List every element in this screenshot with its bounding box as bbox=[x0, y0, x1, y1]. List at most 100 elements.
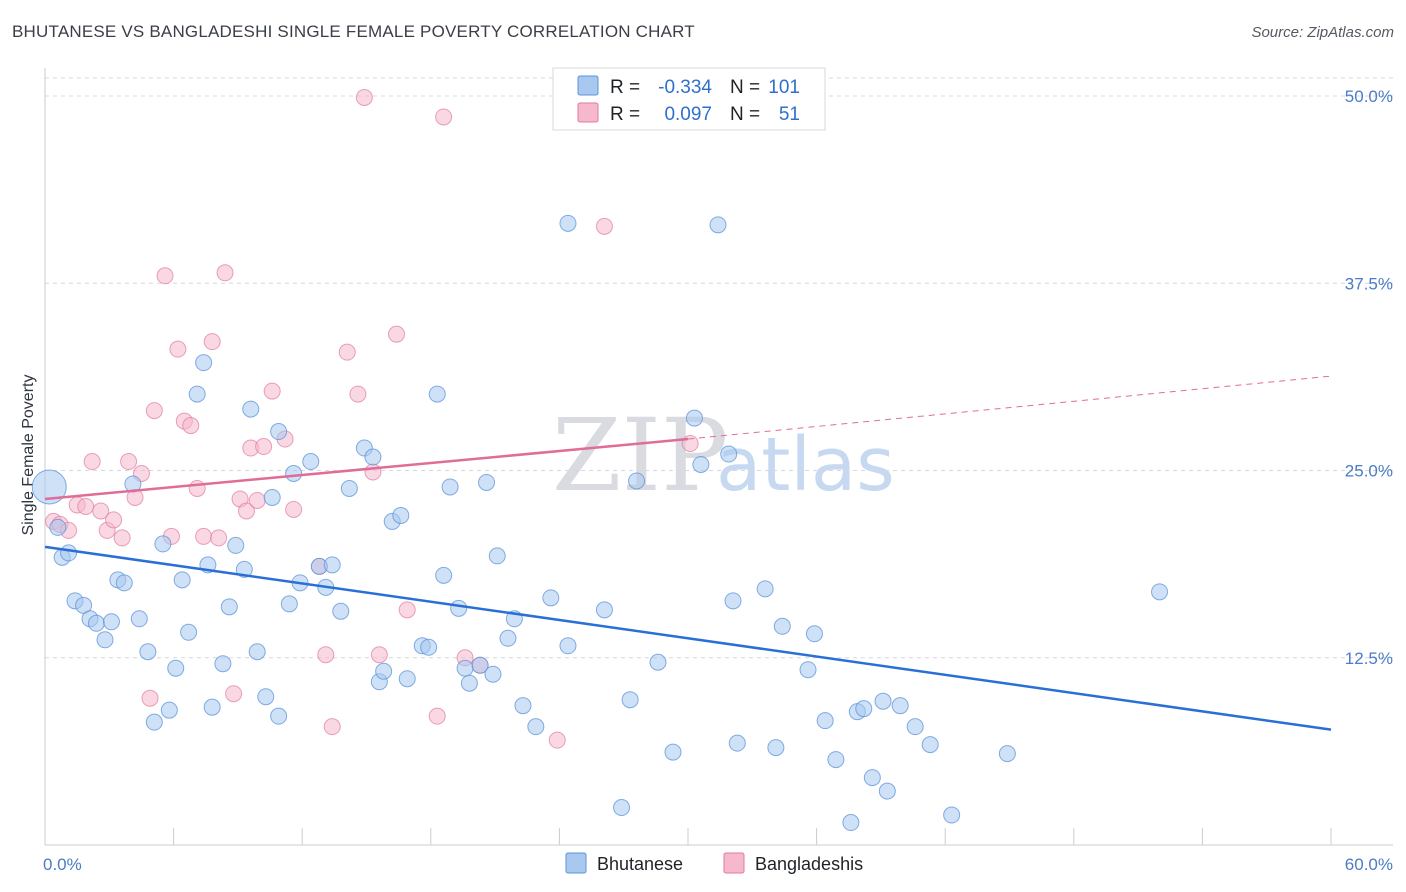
bhutanese-point bbox=[1151, 583, 1169, 601]
bhutanese-point bbox=[96, 631, 114, 649]
y-tick-label: 25.0% bbox=[1345, 462, 1393, 481]
bhutanese-point bbox=[628, 472, 646, 490]
bhutanese-point bbox=[227, 536, 245, 554]
bangladeshis-point bbox=[237, 502, 255, 520]
bangladeshis-point bbox=[681, 435, 699, 453]
bangladeshis-trend-line bbox=[44, 437, 689, 501]
bhutanese-point bbox=[595, 601, 613, 619]
source-label: Source: ZipAtlas.com bbox=[1251, 24, 1394, 41]
bhutanese-point bbox=[692, 456, 710, 474]
bhutanese-point bbox=[263, 488, 281, 506]
bangladeshis-point bbox=[210, 529, 228, 547]
legend-r-label: R = bbox=[610, 104, 640, 125]
bhutanese-point bbox=[664, 743, 682, 761]
legend-n-label: N = bbox=[730, 77, 760, 98]
bhutanese-point bbox=[280, 595, 298, 613]
bhutanese-point bbox=[728, 734, 746, 752]
bangladeshis-point bbox=[225, 685, 243, 703]
bhutanese-point bbox=[621, 691, 639, 709]
bangladeshis-point bbox=[92, 502, 110, 520]
legend-swatch-bhutanese bbox=[577, 75, 599, 96]
legend-swatch-bangladeshis bbox=[577, 102, 599, 123]
bhutanese-point bbox=[756, 580, 774, 598]
bangladeshis-point bbox=[398, 601, 416, 619]
bhutanese-point bbox=[375, 662, 393, 680]
trend-lines bbox=[44, 375, 1332, 731]
y-tick-labels: 12.5% 25.0% 37.5% 50.0% bbox=[1345, 87, 1393, 668]
bhutanese-point bbox=[724, 592, 742, 610]
bhutanese-point bbox=[709, 216, 727, 234]
watermark-atlas: atlas bbox=[716, 422, 895, 508]
bhutanese-point bbox=[649, 653, 667, 671]
bhutanese-point bbox=[460, 674, 478, 692]
bhutanese-point bbox=[49, 518, 67, 536]
bangladeshis-point bbox=[370, 646, 388, 664]
bhutanese-point bbox=[257, 688, 275, 706]
bhutanese-point bbox=[542, 589, 560, 607]
bhutanese-point bbox=[874, 692, 892, 710]
legend-r-label: R = bbox=[610, 77, 640, 98]
bhutanese-point bbox=[559, 637, 577, 655]
bangladeshis-point bbox=[285, 500, 303, 518]
bangladeshis-point bbox=[105, 511, 123, 529]
bangladeshis-point bbox=[113, 529, 131, 547]
bhutanese-point bbox=[248, 643, 266, 661]
bhutanese-point bbox=[115, 574, 133, 592]
bhutanese-point bbox=[420, 638, 438, 656]
bhutanese-point bbox=[855, 700, 873, 718]
bhutanese-point bbox=[805, 625, 823, 643]
bhutanese-point bbox=[154, 535, 172, 553]
bhutanese-point bbox=[816, 712, 834, 730]
bangladeshis-point bbox=[364, 463, 382, 481]
bhutanese-point bbox=[559, 214, 577, 232]
bhutanese-point bbox=[195, 354, 213, 372]
bhutanese-point bbox=[364, 448, 382, 466]
legend-r-value-bangladeshis: 0.097 bbox=[664, 104, 712, 125]
bangladeshis-point bbox=[77, 497, 95, 515]
bangladeshis-point bbox=[203, 333, 221, 351]
bangladeshis-point bbox=[195, 527, 213, 545]
bhutanese-point bbox=[323, 556, 341, 574]
y-tick-label: 37.5% bbox=[1345, 274, 1393, 293]
bhutanese-point bbox=[214, 655, 232, 673]
bhutanese-point bbox=[203, 698, 221, 716]
bhutanese-point bbox=[160, 701, 178, 719]
bhutanese-point bbox=[943, 806, 961, 824]
bhutanese-point bbox=[60, 544, 78, 562]
series-label-bhutanese: Bhutanese bbox=[597, 854, 683, 874]
bhutanese-point bbox=[31, 469, 67, 505]
bhutanese-point bbox=[235, 560, 253, 578]
bhutanese-point bbox=[799, 661, 817, 679]
bhutanese-point bbox=[773, 617, 791, 635]
bhutanese-point bbox=[527, 718, 545, 736]
bhutanese-point bbox=[863, 769, 881, 787]
series-swatch-bhutanese bbox=[565, 852, 587, 874]
bhutanese-point bbox=[767, 739, 785, 757]
bhutanese-point bbox=[392, 506, 410, 524]
bhutanese-point bbox=[471, 656, 489, 674]
bangladeshis-point bbox=[428, 707, 446, 725]
y-axis-label: Single Female Poverty bbox=[20, 375, 37, 536]
x-tick-label: 60.0% bbox=[1345, 855, 1393, 874]
bangladeshis-point bbox=[182, 417, 200, 435]
bhutanese-point bbox=[488, 547, 506, 565]
legend-n-label: N = bbox=[730, 104, 760, 125]
correlation-legend: R = -0.334 N = 101 R = 0.097 N = 51 bbox=[552, 67, 826, 131]
bhutanese-point bbox=[139, 643, 157, 661]
x-tick-label: 0.0% bbox=[43, 855, 82, 874]
bhutanese-point bbox=[685, 409, 703, 427]
bhutanese-point bbox=[842, 814, 860, 832]
bhutanese-point bbox=[398, 670, 416, 688]
y-tick-label: 12.5% bbox=[1345, 649, 1393, 668]
bhutanese-point bbox=[720, 445, 738, 463]
bangladeshis-point bbox=[141, 689, 159, 707]
bhutanese-point bbox=[220, 598, 238, 616]
bhutanese-point bbox=[891, 697, 909, 715]
series-label-bangladeshis: Bangladeshis bbox=[755, 854, 863, 874]
bhutanese-point bbox=[130, 610, 148, 628]
bangladeshis-point bbox=[188, 479, 206, 497]
bangladeshis-point bbox=[355, 88, 373, 106]
bhutanese-point bbox=[428, 385, 446, 403]
chart-title: BHUTANESE VS BANGLADESHI SINGLE FEMALE P… bbox=[12, 22, 695, 41]
bangladeshis-trend-extension bbox=[687, 375, 1332, 440]
